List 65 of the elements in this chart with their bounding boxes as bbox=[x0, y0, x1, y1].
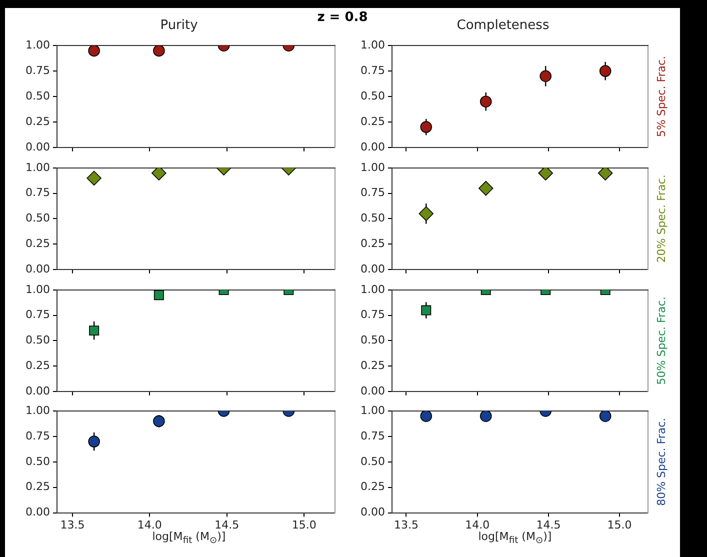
y-tick-label: 0.50 bbox=[26, 334, 50, 347]
y-tick-label: 0.75 bbox=[26, 186, 50, 200]
y-tick-label: 0.75 bbox=[26, 64, 50, 77]
y-tick-label: 0.00 bbox=[26, 140, 50, 154]
x-tick-label: 14.0 bbox=[137, 518, 162, 532]
y-tick-label: 0.50 bbox=[26, 454, 50, 468]
y-tick-label: 1.00 bbox=[26, 38, 50, 52]
y-tick-label: 0.00 bbox=[26, 262, 50, 276]
point bbox=[478, 180, 494, 196]
y-tick-label: 0.25 bbox=[26, 358, 50, 372]
y2-axis-title: 80% Spec. Frac. bbox=[654, 418, 668, 506]
x-tick-label: 13.5 bbox=[394, 518, 418, 532]
point bbox=[480, 96, 492, 108]
y-tick-label: 0.50 bbox=[26, 212, 50, 225]
y-tick-label: 0.00 bbox=[360, 140, 385, 154]
point bbox=[418, 206, 434, 222]
y-tick-label: 0.75 bbox=[360, 429, 385, 442]
point bbox=[598, 168, 613, 180]
y-tick-label: 0.50 bbox=[360, 212, 385, 225]
y-tick-label: 1.00 bbox=[360, 38, 385, 52]
y-tick-label: 1.00 bbox=[360, 160, 385, 174]
x-tick-label: 13.5 bbox=[60, 518, 85, 532]
y-tick-label: 0.50 bbox=[360, 89, 385, 102]
y-tick-label: 0.25 bbox=[360, 236, 385, 250]
y-tick-label: 0.25 bbox=[26, 236, 50, 250]
x-tick-label: 14.5 bbox=[214, 518, 240, 532]
y-tick-label: 0.50 bbox=[360, 334, 385, 347]
y-tick-label: 0.25 bbox=[360, 114, 385, 128]
x-tick-label: 15.0 bbox=[292, 518, 316, 532]
y-tick-label: 0.00 bbox=[26, 506, 50, 519]
y2-axis-title: 50% Spec. Frac. bbox=[654, 296, 668, 385]
y-tick-label: 0.00 bbox=[360, 506, 385, 519]
y-tick-label: 0.75 bbox=[26, 429, 50, 442]
y-tick-label: 1.00 bbox=[26, 404, 50, 417]
x-axis-title: log[M$_{fit}$ (M$_{⊙}$)] bbox=[477, 530, 553, 546]
y-tick-label: 0.25 bbox=[360, 358, 385, 372]
point bbox=[540, 70, 552, 82]
chart-title: Purity bbox=[160, 18, 198, 34]
chart-title: Completeness bbox=[456, 18, 550, 34]
x-tick-label: 14.0 bbox=[465, 518, 490, 532]
x-axis-title: log[M$_{fit}$ (M$_{⊙}$)] bbox=[151, 530, 227, 546]
y-tick-label: 0.75 bbox=[360, 186, 385, 200]
y-tick-label: 0.75 bbox=[26, 308, 50, 322]
y-tick-label: 1.00 bbox=[26, 282, 50, 296]
y-tick-label: 0.00 bbox=[26, 384, 50, 398]
point bbox=[538, 168, 553, 180]
y-tick-label: 1.00 bbox=[26, 160, 50, 174]
y-tick-label: 0.75 bbox=[360, 64, 385, 77]
y-tick-label: 0.25 bbox=[360, 480, 385, 494]
text: z = 0.8 bbox=[317, 10, 368, 25]
y-tick-label: 0.25 bbox=[26, 480, 50, 494]
y-tick-label: 0.00 bbox=[360, 262, 385, 276]
y-tick-label: 0.75 bbox=[360, 308, 385, 322]
y-tick-label: 1.00 bbox=[360, 404, 385, 417]
y2-axis-title: 20% Spec. Frac. bbox=[654, 174, 668, 263]
y-tick-label: 0.50 bbox=[360, 454, 385, 468]
y2-axis-title: 5% Spec. Frac. bbox=[654, 56, 668, 138]
y-tick-label: 0.25 bbox=[26, 114, 50, 128]
x-tick-label: 15.0 bbox=[607, 518, 632, 532]
y-tick-label: 0.50 bbox=[26, 89, 50, 102]
y-tick-label: 1.00 bbox=[360, 282, 385, 296]
y-tick-label: 0.00 bbox=[360, 384, 385, 398]
point bbox=[599, 65, 612, 77]
x-tick-label: 14.5 bbox=[536, 518, 561, 532]
point bbox=[420, 121, 432, 133]
